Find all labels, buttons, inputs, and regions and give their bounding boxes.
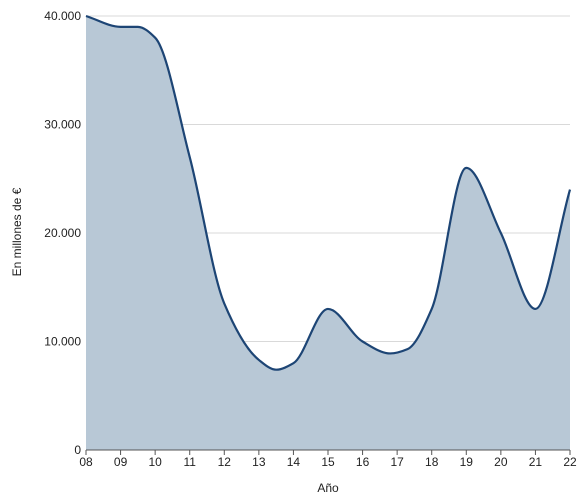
x-tick-label: 10 xyxy=(148,455,162,469)
y-tick-label: 0 xyxy=(74,443,81,457)
area-fill xyxy=(86,16,570,450)
series-line xyxy=(85,14,572,371)
x-tick-label: 16 xyxy=(356,455,370,469)
y-axis-title: En millones de € xyxy=(10,187,24,276)
y-tick-label: 10.000 xyxy=(44,335,81,349)
x-tick-label: 11 xyxy=(183,455,196,469)
x-tick-label: 22 xyxy=(563,455,577,469)
x-tick-label: 09 xyxy=(114,455,128,469)
area-layer xyxy=(85,14,572,450)
x-tick-label: 15 xyxy=(321,455,335,469)
y-tick-label: 20.000 xyxy=(44,226,81,240)
y-tick-label: 40.000 xyxy=(44,9,81,23)
x-tick-label: 19 xyxy=(460,455,474,469)
label-layer: 0 10.000 20.000 30.000 40.000 08 09 10 11 12 13 14 1… xyxy=(44,9,577,469)
y-tick-label: 30.000 xyxy=(44,118,81,132)
x-axis-title: Año xyxy=(317,481,339,495)
x-tick-label: 20 xyxy=(494,455,508,469)
x-tick-label: 21 xyxy=(529,455,543,469)
x-tick-label: 08 xyxy=(79,455,93,469)
x-tick-label: 13 xyxy=(252,455,266,469)
x-tick-label: 17 xyxy=(390,455,404,469)
x-tick-label: 14 xyxy=(287,455,301,469)
x-tick-label: 18 xyxy=(425,455,439,469)
x-tick-label: 12 xyxy=(218,455,232,469)
axis-layer xyxy=(85,449,571,455)
